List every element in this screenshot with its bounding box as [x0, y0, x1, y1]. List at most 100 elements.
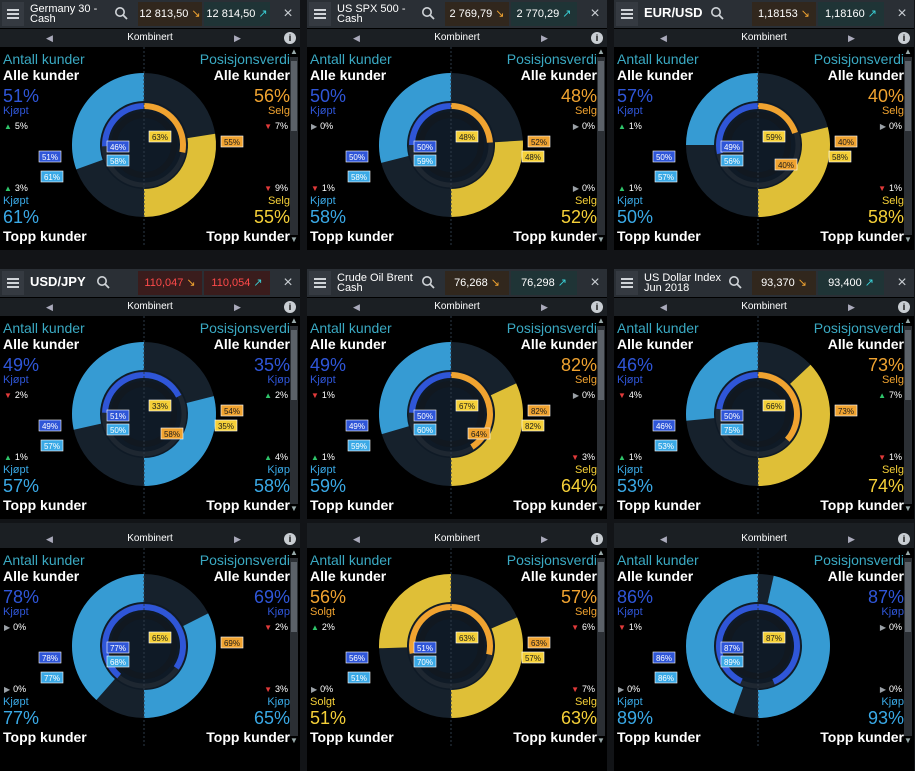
mode-label[interactable]: Kombinert — [127, 533, 173, 544]
mode-label[interactable]: Kombinert — [434, 533, 480, 544]
close-icon[interactable]: × — [283, 274, 293, 291]
close-icon[interactable]: × — [897, 5, 907, 22]
scrollbar[interactable] — [904, 326, 912, 504]
scrollbar[interactable] — [290, 558, 298, 736]
scrollbar[interactable] — [904, 57, 912, 235]
scrollbar-thumb[interactable] — [598, 330, 604, 400]
scroll-down-icon[interactable]: ▼ — [597, 504, 605, 513]
scroll-up-icon[interactable]: ▲ — [290, 316, 298, 325]
scrollbar-thumb[interactable] — [598, 61, 604, 131]
buy-price-button[interactable]: 76,298 ↗ — [511, 271, 577, 295]
scrollbar[interactable] — [290, 57, 298, 235]
mode-label[interactable]: Kombinert — [127, 32, 173, 43]
sell-price-button[interactable]: 76,268 ↘ — [445, 271, 509, 295]
menu-icon[interactable] — [2, 2, 24, 26]
next-arrow-icon[interactable]: ▶ — [234, 302, 241, 312]
buy-price-button[interactable]: 1,18160 ↗ — [818, 2, 884, 26]
next-arrow-icon[interactable]: ▶ — [234, 33, 241, 43]
menu-icon[interactable] — [616, 271, 638, 295]
menu-icon[interactable] — [309, 2, 331, 26]
next-arrow-icon[interactable]: ▶ — [848, 33, 855, 43]
prev-arrow-icon[interactable]: ◀ — [660, 534, 667, 544]
menu-icon[interactable] — [616, 2, 638, 26]
info-icon[interactable]: i — [898, 32, 910, 44]
mode-label[interactable]: Kombinert — [434, 301, 480, 312]
scroll-up-icon[interactable]: ▲ — [904, 316, 912, 325]
close-icon[interactable]: × — [897, 274, 907, 291]
search-icon[interactable] — [96, 275, 110, 289]
scroll-up-icon[interactable]: ▲ — [904, 47, 912, 56]
scroll-down-icon[interactable]: ▼ — [290, 504, 298, 513]
sell-price-button[interactable]: 12 813,50 ↘ — [138, 2, 202, 26]
search-icon[interactable] — [421, 275, 435, 289]
next-arrow-icon[interactable]: ▶ — [541, 534, 548, 544]
search-icon[interactable] — [114, 6, 128, 20]
close-icon[interactable]: × — [283, 5, 293, 22]
buy-price-button[interactable]: 12 814,50 ↗ — [204, 2, 270, 26]
scrollbar[interactable] — [904, 558, 912, 736]
scroll-down-icon[interactable]: ▼ — [290, 235, 298, 244]
scroll-down-icon[interactable]: ▼ — [290, 736, 298, 745]
buy-price-button[interactable]: 2 770,29 ↗ — [511, 2, 577, 26]
scroll-up-icon[interactable]: ▲ — [290, 548, 298, 557]
next-arrow-icon[interactable]: ▶ — [848, 302, 855, 312]
info-icon[interactable]: i — [898, 533, 910, 545]
prev-arrow-icon[interactable]: ◀ — [660, 302, 667, 312]
info-icon[interactable]: i — [898, 301, 910, 313]
sell-price-button[interactable]: 2 769,79 ↘ — [445, 2, 509, 26]
prev-arrow-icon[interactable]: ◀ — [353, 33, 360, 43]
scrollbar[interactable] — [290, 326, 298, 504]
scrollbar[interactable] — [597, 558, 605, 736]
next-arrow-icon[interactable]: ▶ — [541, 302, 548, 312]
menu-icon[interactable] — [2, 271, 24, 295]
scroll-down-icon[interactable]: ▼ — [597, 235, 605, 244]
mode-label[interactable]: Kombinert — [127, 301, 173, 312]
info-icon[interactable]: i — [591, 533, 603, 545]
scrollbar[interactable] — [597, 57, 605, 235]
sell-price-button[interactable]: 93,370 ↘ — [752, 271, 816, 295]
search-icon[interactable] — [728, 275, 742, 289]
info-icon[interactable]: i — [591, 32, 603, 44]
scroll-down-icon[interactable]: ▼ — [904, 736, 912, 745]
scrollbar-thumb[interactable] — [598, 562, 604, 632]
close-icon[interactable]: × — [590, 274, 600, 291]
sell-price-button[interactable]: 1,18153 ↘ — [752, 2, 816, 26]
next-arrow-icon[interactable]: ▶ — [541, 33, 548, 43]
next-arrow-icon[interactable]: ▶ — [234, 534, 241, 544]
info-icon[interactable]: i — [284, 32, 296, 44]
mode-label[interactable]: Kombinert — [741, 533, 787, 544]
scroll-up-icon[interactable]: ▲ — [597, 316, 605, 325]
prev-arrow-icon[interactable]: ◀ — [660, 33, 667, 43]
scroll-up-icon[interactable]: ▲ — [597, 47, 605, 56]
scrollbar-thumb[interactable] — [905, 330, 911, 400]
mode-label[interactable]: Kombinert — [741, 32, 787, 43]
close-icon[interactable]: × — [590, 5, 600, 22]
menu-icon[interactable] — [309, 271, 331, 295]
scrollbar-thumb[interactable] — [291, 330, 297, 400]
buy-price-button[interactable]: 93,400 ↗ — [818, 271, 884, 295]
prev-arrow-icon[interactable]: ◀ — [46, 302, 53, 312]
search-icon[interactable] — [421, 6, 435, 20]
next-arrow-icon[interactable]: ▶ — [848, 534, 855, 544]
buy-price-button[interactable]: 110,054 ↗ — [204, 271, 270, 295]
prev-arrow-icon[interactable]: ◀ — [46, 534, 53, 544]
prev-arrow-icon[interactable]: ◀ — [353, 534, 360, 544]
info-icon[interactable]: i — [284, 301, 296, 313]
search-icon[interactable] — [710, 6, 724, 20]
info-icon[interactable]: i — [591, 301, 603, 313]
mode-label[interactable]: Kombinert — [434, 32, 480, 43]
scrollbar-thumb[interactable] — [905, 61, 911, 131]
scroll-down-icon[interactable]: ▼ — [904, 504, 912, 513]
prev-arrow-icon[interactable]: ◀ — [353, 302, 360, 312]
scroll-down-icon[interactable]: ▼ — [597, 736, 605, 745]
scroll-down-icon[interactable]: ▼ — [904, 235, 912, 244]
mode-label[interactable]: Kombinert — [741, 301, 787, 312]
scroll-up-icon[interactable]: ▲ — [290, 47, 298, 56]
prev-arrow-icon[interactable]: ◀ — [46, 33, 53, 43]
scroll-up-icon[interactable]: ▲ — [597, 548, 605, 557]
scroll-up-icon[interactable]: ▲ — [904, 548, 912, 557]
scrollbar[interactable] — [597, 326, 605, 504]
sell-price-button[interactable]: 110,047 ↘ — [138, 271, 202, 295]
scrollbar-thumb[interactable] — [291, 61, 297, 131]
scrollbar-thumb[interactable] — [905, 562, 911, 632]
